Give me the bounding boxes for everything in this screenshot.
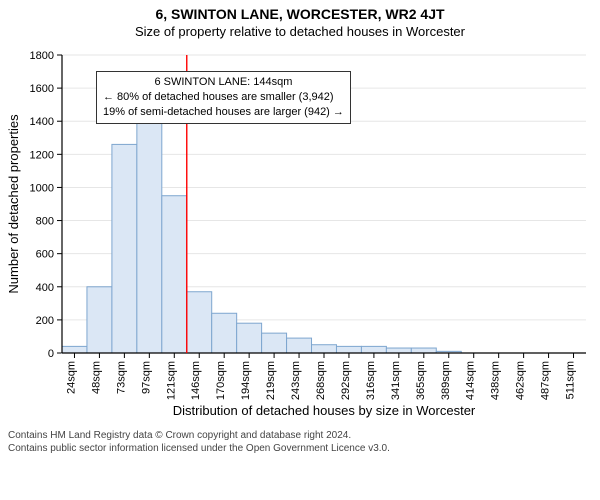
svg-text:121sqm: 121sqm — [165, 361, 177, 400]
svg-text:511sqm: 511sqm — [565, 361, 577, 399]
svg-text:365sqm: 365sqm — [415, 361, 427, 400]
svg-text:487sqm: 487sqm — [540, 361, 552, 400]
svg-text:200: 200 — [36, 315, 54, 327]
svg-text:170sqm: 170sqm — [215, 361, 227, 400]
svg-text:341sqm: 341sqm — [390, 361, 402, 400]
svg-text:219sqm: 219sqm — [265, 361, 277, 400]
svg-text:400: 400 — [36, 282, 54, 294]
svg-text:194sqm: 194sqm — [240, 361, 252, 400]
info-line-smaller: ← 80% of detached houses are smaller (3,… — [103, 90, 344, 105]
svg-text:316sqm: 316sqm — [365, 361, 377, 400]
histogram-chart: 0 200 400 600 800 1000 1200 1400 1600 1800 24sqm 48… — [0, 41, 600, 425]
svg-text:1400: 1400 — [30, 116, 54, 128]
svg-text:73sqm: 73sqm — [115, 361, 127, 394]
marker-info-box: 6 SWINTON LANE: 144sqm ← 80% of detached… — [96, 71, 351, 124]
chart-title-subtitle: Size of property relative to detached ho… — [0, 22, 600, 41]
footer-line-2: Contains public sector information licen… — [8, 442, 592, 455]
svg-text:438sqm: 438sqm — [490, 361, 502, 400]
svg-text:1800: 1800 — [30, 50, 54, 62]
svg-text:146sqm: 146sqm — [190, 361, 202, 400]
footer-attribution: Contains HM Land Registry data © Crown c… — [0, 425, 600, 455]
svg-text:0: 0 — [48, 348, 54, 360]
svg-text:48sqm: 48sqm — [90, 361, 102, 394]
svg-text:24sqm: 24sqm — [65, 361, 77, 394]
svg-text:1000: 1000 — [30, 182, 54, 194]
svg-text:800: 800 — [36, 216, 54, 228]
svg-text:1600: 1600 — [30, 83, 54, 95]
svg-text:462sqm: 462sqm — [515, 361, 527, 400]
svg-text:414sqm: 414sqm — [465, 361, 477, 400]
svg-text:243sqm: 243sqm — [290, 361, 302, 400]
info-line-title: 6 SWINTON LANE: 144sqm — [103, 75, 344, 90]
svg-text:292sqm: 292sqm — [340, 361, 352, 400]
svg-text:600: 600 — [36, 249, 54, 261]
svg-text:Number of detached properties: Number of detached properties — [6, 114, 21, 294]
svg-text:389sqm: 389sqm — [440, 361, 452, 400]
footer-line-1: Contains HM Land Registry data © Crown c… — [8, 429, 592, 442]
chart-title-address: 6, SWINTON LANE, WORCESTER, WR2 4JT — [0, 0, 600, 22]
info-line-larger: 19% of semi-detached houses are larger (… — [103, 105, 344, 120]
svg-text:97sqm: 97sqm — [140, 361, 152, 394]
svg-text:268sqm: 268sqm — [315, 361, 327, 400]
svg-text:1200: 1200 — [30, 149, 54, 161]
svg-text:Distribution of detached house: Distribution of detached houses by size … — [173, 403, 476, 418]
